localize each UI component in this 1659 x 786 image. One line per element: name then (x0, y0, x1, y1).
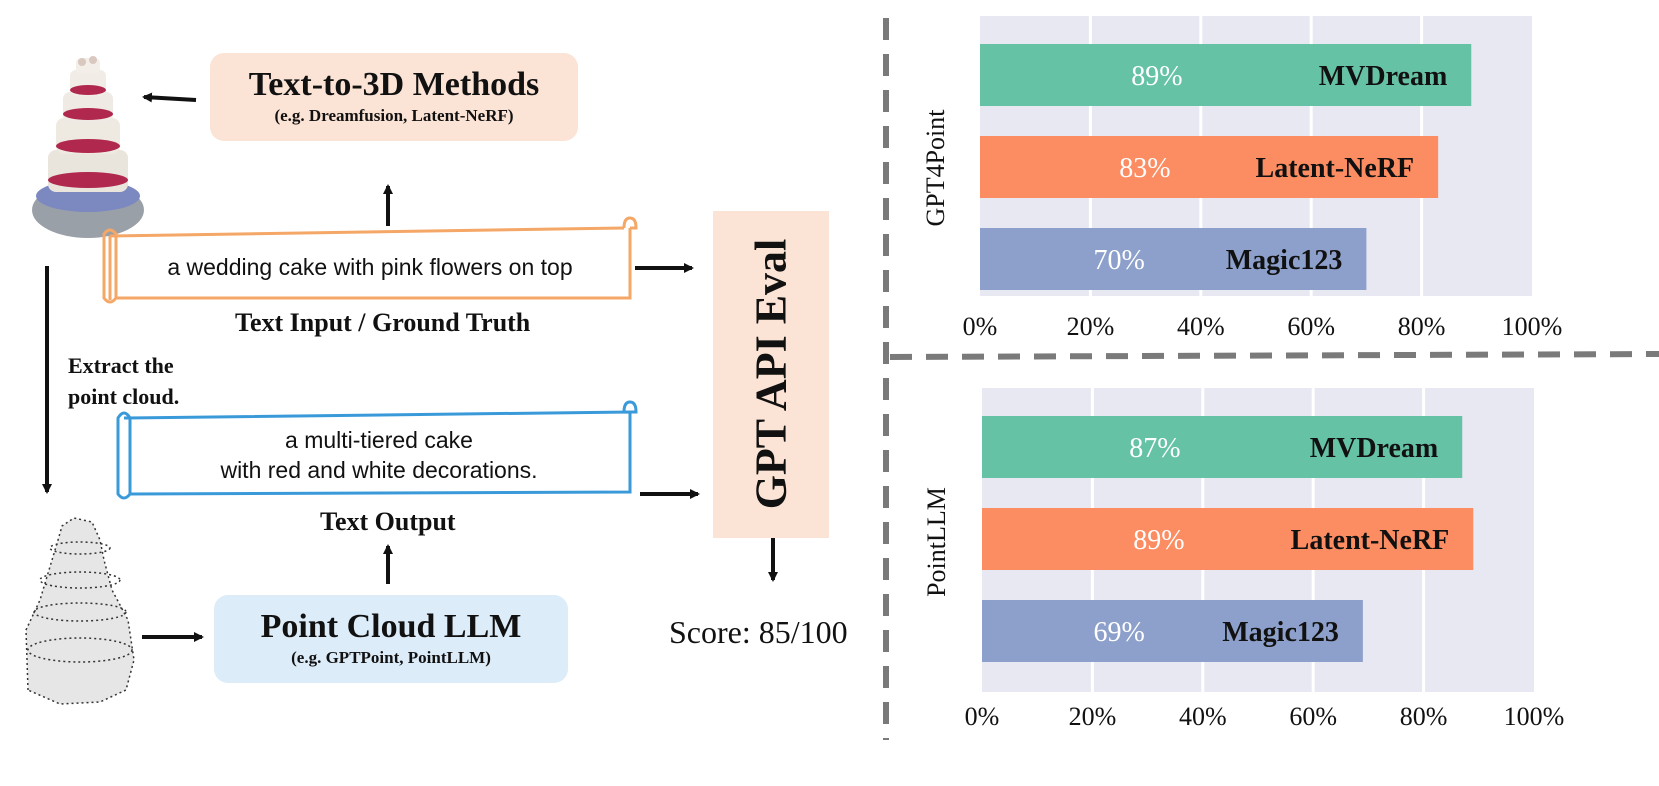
extract-label-line-2: point cloud. (68, 384, 180, 409)
methods-box-title: Text-to-3D Methods (248, 66, 540, 103)
gpt-api-eval-box: GPT API Eval (713, 211, 829, 538)
chart-2-value-label: 69% (1093, 617, 1144, 648)
chart-2-x-tick: 60% (1289, 702, 1337, 731)
chart-2-x-tick: 80% (1400, 702, 1448, 731)
output-text-line-2: with red and white decorations. (220, 457, 538, 483)
chart-2-bar-2 (982, 508, 1474, 570)
llm-box-title: Point Cloud LLM (260, 608, 522, 645)
chart-2-x-tick: 100% (1504, 702, 1565, 731)
input-caption: Text Input / Ground Truth (235, 308, 531, 337)
chart-2-category-label: Latent-NeRF (1291, 525, 1450, 556)
chart-2-value-label: 87% (1129, 433, 1180, 464)
chart-1-x-tick: 0% (963, 312, 998, 341)
point-cloud-cake-icon (25, 517, 135, 705)
extract-label: Extract the point cloud. (68, 350, 179, 412)
chart-2-x-tick: 40% (1179, 702, 1227, 731)
chart-1-bar-3 (980, 228, 1367, 290)
extract-label-line-1: Extract the (68, 353, 174, 378)
wedding-cake-model-icon (32, 56, 144, 238)
llm-box-subtitle: (e.g. GPTPoint, PointLLM) (291, 648, 491, 667)
input-scroll (102, 216, 638, 304)
chart-2: 0% 20% 40% 60% 80% 100% PointLLM 87% MVDream 89% L… (922, 388, 1564, 731)
chart-2-value-label: 89% (1133, 525, 1184, 556)
chart-1-value-label: 89% (1131, 61, 1182, 92)
text-to-3d-methods-box: Text-to-3D Methods (e.g. Dreamfusion, La… (210, 53, 578, 141)
input-text: a wedding cake with pink flowers on top (167, 254, 573, 280)
chart-1-x-tick: 100% (1502, 312, 1563, 341)
output-scroll (116, 400, 638, 500)
chart-1-category-label: Latent-NeRF (1256, 153, 1415, 184)
point-cloud-llm-box: Point Cloud LLM (e.g. GPTPoint, PointLLM… (214, 595, 568, 683)
chart-1-x-tick: 20% (1067, 312, 1115, 341)
chart-1: 0% 20% 40% 60% 80% 100% GPT4Point 89% MVDream 83%… (921, 16, 1562, 341)
output-text: a multi-tiered cake with red and white d… (132, 425, 626, 485)
chart-2-category-label: Magic123 (1222, 617, 1339, 648)
chart-2-x-tick: 20% (1069, 702, 1117, 731)
chart-1-x-tick: 40% (1177, 312, 1225, 341)
arrow-methods-to-cake (142, 92, 197, 103)
chart-1-category-label: Magic123 (1226, 245, 1343, 276)
chart-1-y-label: GPT4Point (921, 109, 950, 227)
chart-1-value-label: 83% (1119, 153, 1170, 184)
chart-1-value-label: 70% (1093, 245, 1144, 276)
chart-1-bar-2 (980, 136, 1439, 198)
chart-2-y-label: PointLLM (922, 487, 951, 597)
chart-2-bar-3 (982, 600, 1363, 662)
score-label: Score: 85/100 (669, 614, 848, 650)
chart-2-bar-1 (982, 416, 1463, 478)
chart-2-category-label: MVDream (1310, 433, 1439, 464)
horizontal-dashed-divider (889, 351, 1659, 360)
output-caption: Text Output (320, 507, 456, 536)
chart-1-category-label: MVDream (1319, 61, 1448, 92)
chart-1-x-tick: 80% (1398, 312, 1446, 341)
output-text-line-1: a multi-tiered cake (285, 427, 473, 453)
methods-box-subtitle: (e.g. Dreamfusion, Latent-NeRF) (274, 106, 514, 125)
chart-2-x-tick: 0% (965, 702, 1000, 731)
chart-1-x-tick: 60% (1287, 312, 1335, 341)
chart-1-bar-1 (980, 44, 1472, 106)
